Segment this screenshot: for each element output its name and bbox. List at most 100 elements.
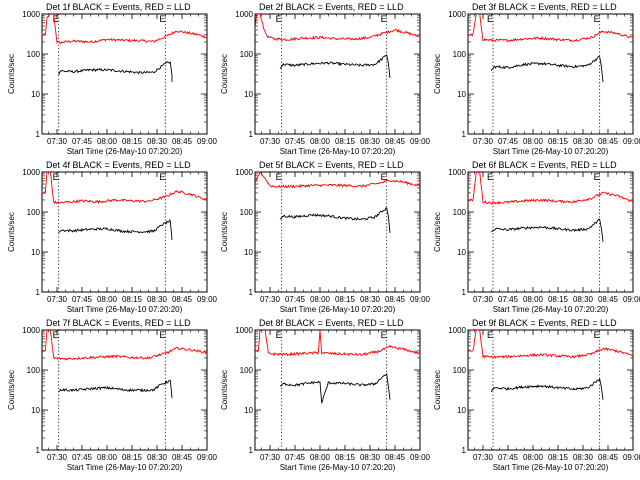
panel-det-2: Det 2f BLACK = Events, RED = LLD 1 10 100 10… [220, 2, 431, 156]
series-line-lld [42, 330, 207, 361]
y-tick-label: 1 [462, 446, 467, 455]
x-tick-label: 08:15 [122, 137, 143, 146]
y-tick-label: 10 [244, 90, 253, 99]
event-marker-label: E [594, 14, 600, 24]
x-tick-label: 09:00 [623, 295, 640, 304]
x-tick-label: 08:30 [147, 453, 168, 462]
x-tick-label: 07:30 [47, 137, 68, 146]
y-axis-label: Counts/sec [220, 212, 229, 252]
panel-det-8: Det 8f BLACK = Events, RED = LLD 1 10 100 10… [220, 318, 431, 472]
x-tick-label: 08:45 [385, 137, 406, 146]
panel-det-7: Det 7f BLACK = Events, RED = LLD 1 10 100 10… [7, 318, 218, 472]
panel-det-9: Det 9f BLACK = Events, RED = LLD 1 10 100 10… [433, 318, 640, 472]
y-tick-label: 1000 [235, 326, 253, 335]
x-tick-label: 08:00 [523, 453, 544, 462]
x-tick-label: 09:00 [410, 453, 431, 462]
event-marker-label: E [53, 14, 59, 24]
panel-det-1: Det 1f BLACK = Events, RED = LLD 1 10 100 10… [7, 2, 218, 156]
panel-title: Det 1f BLACK = Events, RED = LLD [46, 2, 191, 12]
panel-title: Det 3f BLACK = Events, RED = LLD [472, 2, 617, 12]
y-tick-label: 1 [249, 130, 254, 139]
panel-title: Det 9f BLACK = Events, RED = LLD [472, 318, 617, 328]
y-tick-label: 1 [36, 130, 41, 139]
x-tick-label: 07:30 [260, 137, 281, 146]
x-tick-label: 07:45 [498, 137, 519, 146]
plot-frame [254, 13, 421, 135]
y-tick-label: 100 [27, 50, 41, 59]
plot-frame [41, 329, 208, 451]
series-line-events [491, 218, 604, 242]
event-marker-label: E [487, 330, 493, 340]
event-marker-label: E [381, 330, 387, 340]
x-tick-label: 08:45 [385, 453, 406, 462]
x-tick-label: 08:45 [172, 295, 193, 304]
y-tick-label: 1000 [22, 168, 40, 177]
x-tick-label: 08:15 [335, 453, 356, 462]
series-line-lld [468, 14, 633, 43]
plot-frame [467, 13, 634, 135]
panel-title: Det 6f BLACK = Events, RED = LLD [472, 160, 617, 170]
y-tick-label: 100 [27, 208, 41, 217]
event-marker-label: E [381, 172, 387, 182]
panel-title: Det 5f BLACK = Events, RED = LLD [259, 160, 404, 170]
x-tick-label: 08:15 [548, 137, 569, 146]
y-tick-label: 10 [457, 248, 466, 257]
x-tick-label: 07:45 [72, 137, 93, 146]
series-line-events [58, 379, 173, 399]
x-tick-label: 08:30 [147, 137, 168, 146]
y-tick-label: 10 [31, 248, 40, 257]
y-tick-label: 100 [453, 208, 467, 217]
x-tick-label: 07:45 [72, 295, 93, 304]
x-tick-label: 07:30 [473, 453, 494, 462]
x-tick-label: 07:30 [47, 453, 68, 462]
series-line-lld [255, 330, 420, 357]
y-axis-label: Counts/sec [220, 370, 229, 410]
x-tick-label: 07:45 [285, 295, 306, 304]
event-marker-label: E [487, 172, 493, 182]
x-tick-label: 07:45 [498, 453, 519, 462]
panel-det-4: Det 4f BLACK = Events, RED = LLD 1 10 100 10… [7, 160, 218, 314]
x-tick-label: 09:00 [410, 295, 431, 304]
panel-det-3: Det 3f BLACK = Events, RED = LLD 1 10 100 10… [433, 2, 640, 156]
x-tick-label: 09:00 [197, 295, 218, 304]
panel-det-6: Det 6f BLACK = Events, RED = LLD 1 10 100 10… [433, 160, 640, 314]
x-axis-label: Start Time (26-May-10 07:20:20) [493, 463, 609, 472]
x-tick-label: 08:15 [122, 453, 143, 462]
event-marker-label: E [276, 172, 282, 182]
y-tick-label: 10 [31, 90, 40, 99]
y-axis-label: Counts/sec [433, 370, 442, 410]
y-tick-label: 1000 [448, 168, 466, 177]
event-marker-label: E [594, 330, 600, 340]
x-tick-label: 08:00 [97, 295, 118, 304]
x-tick-label: 09:00 [197, 453, 218, 462]
x-tick-label: 07:30 [47, 295, 68, 304]
x-tick-label: 08:45 [598, 453, 619, 462]
x-axis-label: Start Time (26-May-10 07:20:20) [493, 147, 609, 156]
y-tick-label: 100 [240, 50, 254, 59]
y-axis-label: Counts/sec [433, 212, 442, 252]
x-tick-label: 07:30 [260, 295, 281, 304]
x-tick-label: 08:45 [598, 295, 619, 304]
series-line-lld [255, 172, 420, 189]
y-axis-label: Counts/sec [7, 212, 16, 252]
y-tick-label: 1 [36, 446, 41, 455]
plot-frame [41, 171, 208, 293]
y-tick-label: 100 [27, 366, 41, 375]
y-axis-label: Counts/sec [220, 54, 229, 94]
y-tick-label: 1 [249, 288, 254, 297]
y-tick-label: 1 [462, 130, 467, 139]
x-tick-label: 08:45 [172, 137, 193, 146]
y-tick-label: 1000 [235, 10, 253, 19]
x-tick-label: 08:30 [360, 453, 381, 462]
y-tick-label: 100 [453, 50, 467, 59]
series-line-lld [42, 172, 207, 205]
plot-frame [467, 329, 634, 451]
y-tick-label: 100 [453, 366, 467, 375]
x-tick-label: 07:30 [473, 295, 494, 304]
x-tick-label: 08:15 [548, 453, 569, 462]
x-tick-label: 08:15 [335, 137, 356, 146]
event-marker-label: E [159, 330, 165, 340]
series-line-lld [42, 14, 207, 45]
series-line-events [490, 377, 604, 400]
